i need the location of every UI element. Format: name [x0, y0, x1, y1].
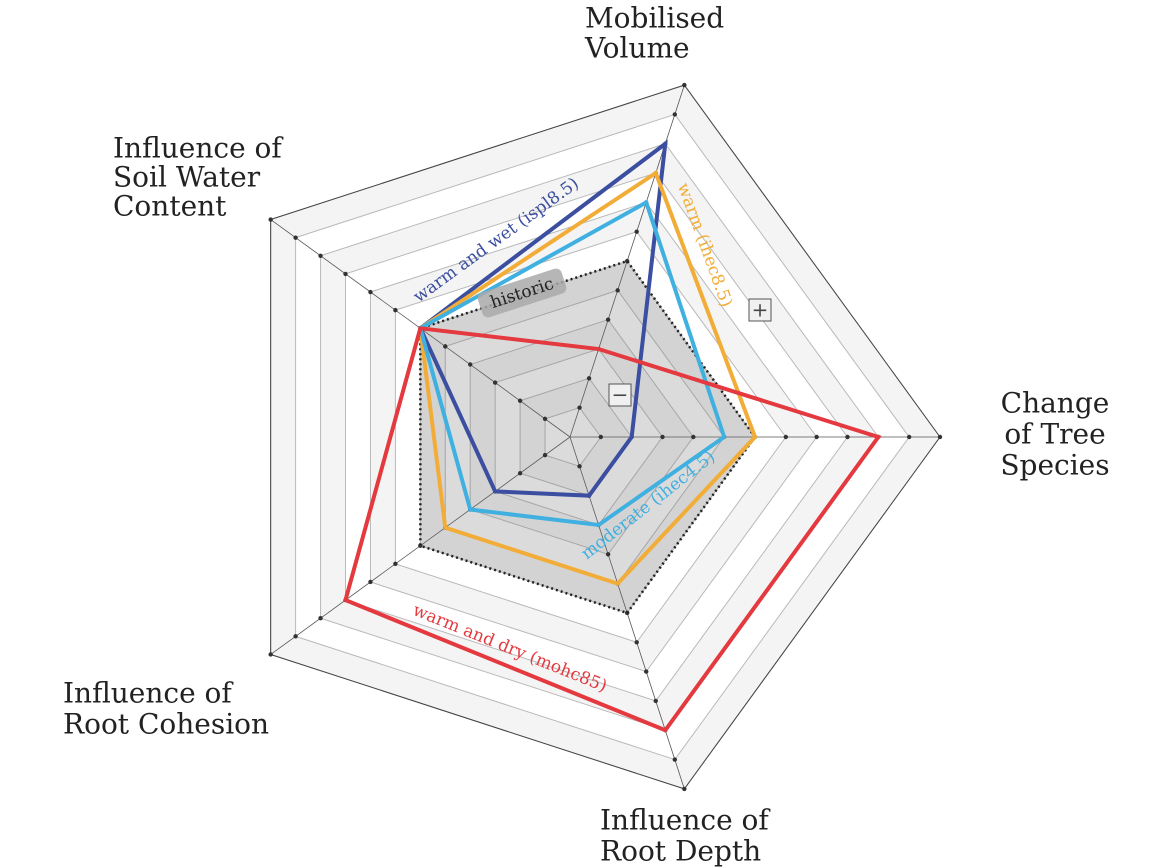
- tick-dot: [682, 82, 687, 88]
- series-line: [343, 326, 882, 733]
- tick-dot: [517, 471, 523, 476]
- tick-dot: [393, 561, 398, 567]
- axis-label: Soil Water: [113, 161, 261, 194]
- tick-dot: [542, 452, 548, 458]
- annotation: −: [612, 383, 629, 407]
- tick-dot: [937, 434, 943, 440]
- tick-dot: [468, 362, 473, 367]
- tick-dot: [318, 616, 323, 621]
- tick-dot: [368, 579, 373, 585]
- annotation-box: [608, 383, 632, 407]
- tick-dot: [542, 416, 548, 422]
- tick-dot: [268, 652, 273, 657]
- tick-dot: [443, 344, 448, 349]
- tick-dot: [577, 464, 582, 469]
- tick-dot: [672, 757, 678, 762]
- tick-dot: [644, 669, 649, 674]
- axis-label: Change: [1001, 387, 1110, 420]
- tick-dot: [605, 552, 611, 557]
- annotation-box: [748, 298, 772, 322]
- tick-dot: [268, 217, 273, 222]
- tick-dot: [586, 376, 592, 381]
- tick-dot: [368, 289, 373, 295]
- tick-dot: [293, 235, 298, 240]
- axis-label: Influence of: [600, 804, 771, 837]
- tick-dot: [577, 405, 582, 410]
- axis-label: Mobilised: [585, 2, 724, 35]
- tick-dot: [293, 634, 298, 639]
- tick-dot: [615, 288, 620, 293]
- axis-label: Species: [1000, 449, 1109, 482]
- axis-label: of Tree: [1004, 418, 1105, 451]
- axis-label: Volume: [584, 32, 690, 65]
- tick-dot: [653, 698, 658, 704]
- tick-dot: [691, 434, 696, 440]
- tick-dot: [845, 434, 850, 440]
- tick-dot: [660, 434, 665, 440]
- series-line: [417, 199, 727, 528]
- axis-label: Influence of: [63, 677, 234, 710]
- axis-label: Root Depth: [600, 835, 761, 868]
- tick-dot: [598, 434, 604, 440]
- tick-dot: [492, 380, 498, 385]
- series-line: [417, 139, 668, 498]
- axis-label: Content: [113, 190, 227, 223]
- outer-border: [270, 84, 941, 790]
- axis-label: Influence of: [113, 132, 284, 165]
- series-line: [418, 170, 758, 586]
- tick-dot: [682, 786, 687, 792]
- annotation: +: [752, 298, 769, 322]
- tick-dot: [783, 434, 789, 440]
- axis-label: Root Cohesion: [63, 708, 269, 741]
- tick-dot: [814, 434, 819, 440]
- tick-dot: [634, 640, 639, 645]
- tick-dot: [393, 307, 398, 313]
- tick-dot: [634, 229, 639, 234]
- tick-dot: [672, 112, 678, 117]
- label-background: [477, 268, 567, 318]
- tick-dot: [906, 434, 912, 440]
- tick-dot: [343, 271, 348, 277]
- tick-dot: [517, 398, 523, 403]
- tick-dot: [605, 317, 611, 322]
- tick-dot: [318, 253, 323, 258]
